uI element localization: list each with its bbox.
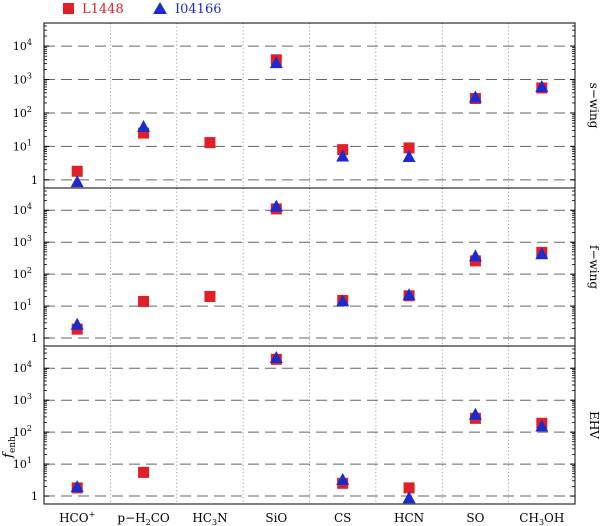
panels: 1101102103104s−wing1101102103104f−wing11… <box>13 22 600 505</box>
y-tick-label: 101 <box>13 298 32 313</box>
panel-label: s−wing <box>587 83 600 129</box>
point-i04166-hcn <box>402 150 416 163</box>
panel-label: EHV <box>587 411 600 439</box>
y-tick-exponent: 4 <box>27 202 32 211</box>
point-l1448-hco <box>71 165 83 177</box>
y-tick-label: 1 <box>31 332 38 345</box>
y-tick-exponent: 2 <box>27 266 32 275</box>
point-l1448-hcn <box>403 142 415 154</box>
point-l1448-hcn <box>403 482 415 494</box>
point-i04166-so <box>468 90 482 103</box>
y-tick-exponent: 3 <box>27 234 32 243</box>
legend-marker-i04166 <box>153 2 167 14</box>
point-i04166-sio <box>269 56 283 69</box>
point-i04166-sio <box>269 199 283 212</box>
point-i04166-p-h2co <box>137 120 151 133</box>
y-tick-label: 104 <box>13 38 32 53</box>
point-i04166-ch3oh <box>535 79 549 92</box>
y-tick-label: 103 <box>13 234 32 249</box>
x-tick-label: HCN <box>394 511 424 525</box>
y-tick-label: 104 <box>13 202 32 217</box>
point-i04166-cs <box>336 294 350 307</box>
point-i04166-ch3oh <box>535 247 549 260</box>
x-axis: HCO+ p−H2CO HC3N SiO CS HCN SO CH3OH <box>59 510 564 526</box>
y-tick-label: 102 <box>13 266 32 281</box>
y-tick-exponent: 1 <box>27 138 32 147</box>
point-i04166-so <box>468 407 482 420</box>
point-i04166-so <box>468 249 482 262</box>
y-axis-title: fenh <box>1 436 18 459</box>
y-tick-exponent: 3 <box>27 72 32 81</box>
point-l1448-p-h2co <box>138 466 150 478</box>
y-tick-label: 103 <box>13 72 32 87</box>
panel-label: f−wing <box>587 245 600 289</box>
y-tick-label: 103 <box>13 392 32 407</box>
point-i04166-hco <box>70 175 84 188</box>
y-tick-label: 104 <box>13 360 32 375</box>
point-i04166-ch3oh <box>535 419 549 432</box>
y-tick-exponent: 2 <box>27 105 32 114</box>
y-axis-label: fenh <box>1 436 18 459</box>
x-tick-label: p−H2CO <box>117 511 169 526</box>
point-i04166-cs <box>336 472 350 485</box>
point-i04166-hcn <box>402 288 416 301</box>
x-tick-label: CS <box>334 511 351 525</box>
y-tick-label: 101 <box>13 138 32 153</box>
x-tick-label: SO <box>466 511 484 525</box>
point-i04166-hco <box>70 480 84 493</box>
x-tick-label: SiO <box>265 511 287 525</box>
x-tick-label: HC3N <box>192 511 227 526</box>
point-l1448-hc3n <box>204 290 216 302</box>
point-i04166-hcn <box>402 491 416 504</box>
point-l1448-p-h2co <box>138 295 150 307</box>
point-i04166-sio <box>269 350 283 363</box>
y-tick-label: 1 <box>31 174 38 187</box>
y-tick-label: 102 <box>13 105 32 120</box>
y-tick-label: 1 <box>31 490 38 503</box>
legend: L1448 I04166 <box>63 2 222 17</box>
x-tick-label: HCO+ <box>59 510 95 525</box>
y-tick-exponent: 4 <box>27 38 32 47</box>
panel-frame <box>43 22 576 189</box>
y-tick-exponent: 1 <box>27 456 32 465</box>
point-l1448-p-h2co <box>138 127 150 139</box>
legend-label-l1448: L1448 <box>82 2 124 17</box>
y-tick-exponent: 4 <box>27 360 32 369</box>
legend-label-i04166: I04166 <box>175 2 222 17</box>
y-tick-exponent: 1 <box>27 298 32 307</box>
panel-frame <box>43 345 576 505</box>
y-tick-exponent: 3 <box>27 392 32 401</box>
y-tick-exponent: 2 <box>27 424 32 433</box>
legend-marker-l1448 <box>63 3 74 14</box>
x-tick-label: CH3OH <box>519 511 564 526</box>
point-i04166-cs <box>336 149 350 162</box>
point-i04166-hco <box>70 317 84 330</box>
point-l1448-hc3n <box>204 137 216 149</box>
